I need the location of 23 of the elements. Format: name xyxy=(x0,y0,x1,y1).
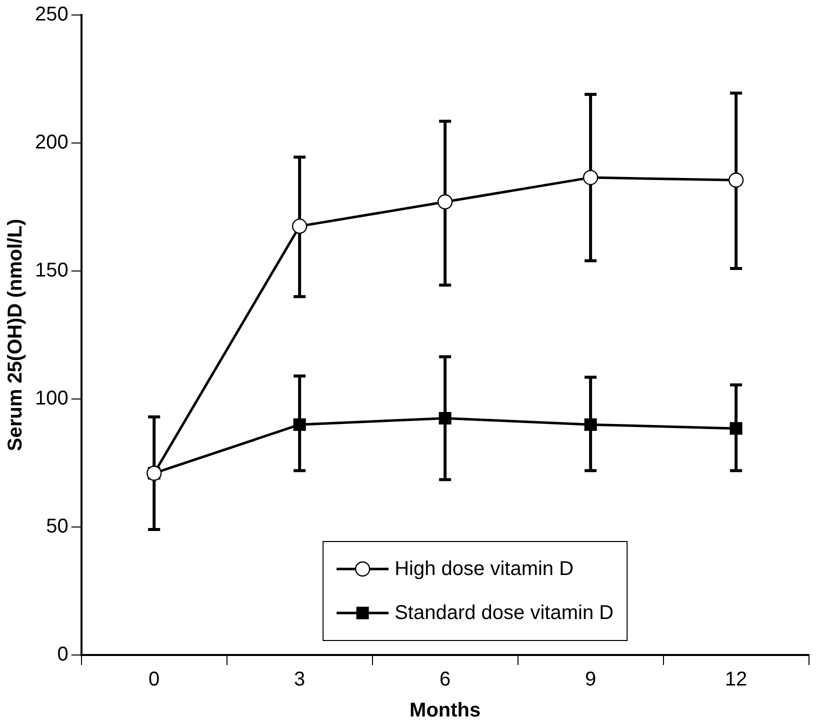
point xyxy=(292,218,308,234)
y-tick-label: 200 xyxy=(34,132,68,154)
legend-label: High dose vitamin D xyxy=(394,558,574,580)
y-tick-label: 50 xyxy=(46,516,68,538)
x-axis-title: Months xyxy=(410,700,481,722)
x-tick-label: 0 xyxy=(148,668,160,691)
point xyxy=(584,418,597,431)
point xyxy=(438,412,452,424)
y-tick-label: 0 xyxy=(57,644,68,666)
point xyxy=(582,170,598,186)
point xyxy=(293,418,306,431)
x-tick-label: 6 xyxy=(440,668,451,691)
y-axis-title: Serum 25(OH)D (nmol/L) xyxy=(4,218,27,452)
y-tick-label: 150 xyxy=(34,260,68,282)
point xyxy=(437,194,453,210)
y-tick-label: 250 xyxy=(34,4,68,26)
x-tick-label: 12 xyxy=(724,668,748,691)
point xyxy=(730,422,742,435)
point xyxy=(728,172,744,188)
legend-label: Standard dose vitamin D xyxy=(394,602,614,624)
x-tick-label: 3 xyxy=(294,668,306,691)
x-tick-label: 9 xyxy=(585,668,596,691)
y-tick-label: 100 xyxy=(34,388,68,410)
